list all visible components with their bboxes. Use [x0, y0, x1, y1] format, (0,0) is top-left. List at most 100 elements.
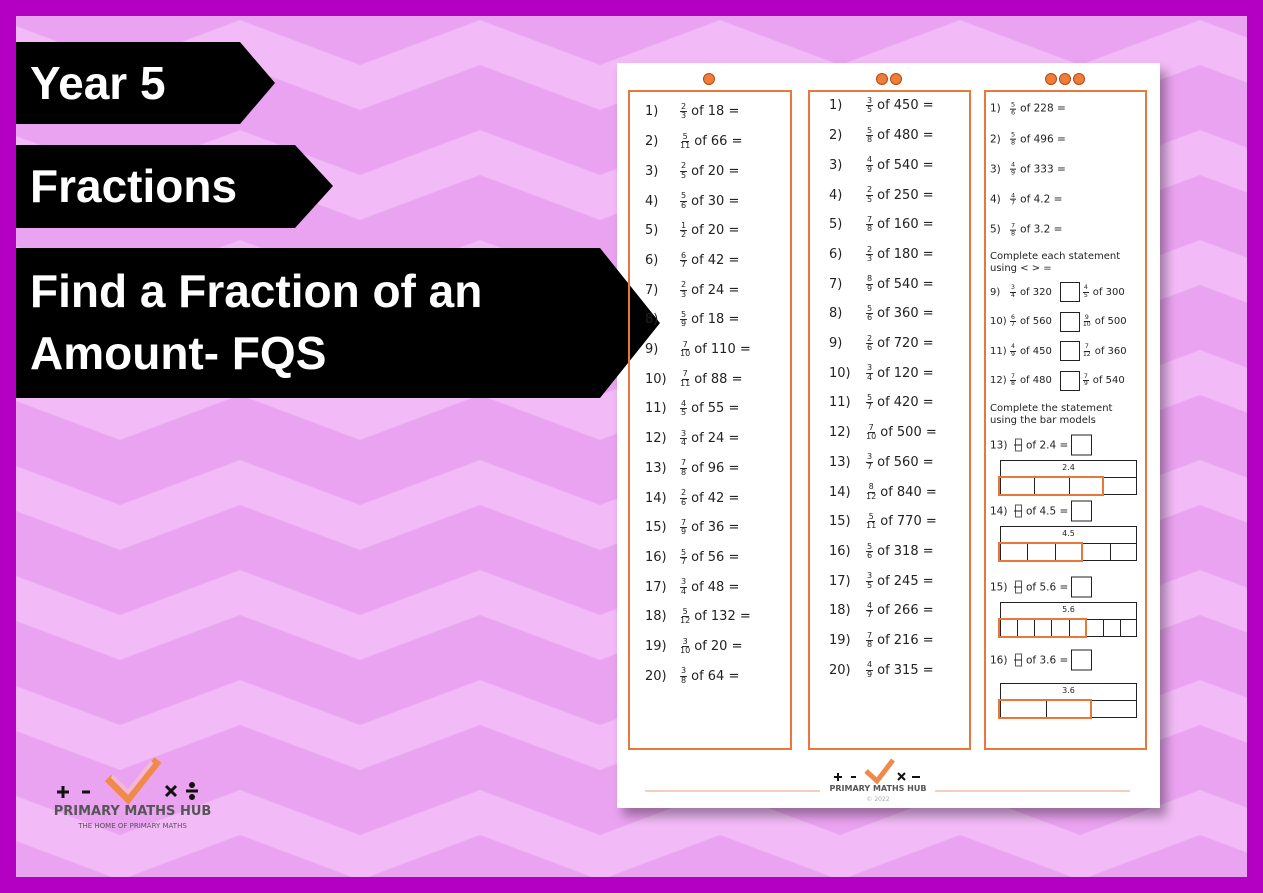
- numerator: 7: [866, 214, 874, 226]
- question-text: of 560: [1019, 316, 1052, 328]
- denominator: 3: [681, 289, 687, 299]
- blank: [1014, 504, 1022, 511]
- question: 8) 5 9 of 18 =: [645, 310, 739, 329]
- denominator: 7: [867, 402, 873, 412]
- denominator: 5: [681, 170, 687, 180]
- blank: [1014, 587, 1022, 594]
- question-number: 9): [829, 336, 843, 352]
- logo-name: PRIMARY MATHS HUB: [53, 804, 212, 819]
- numerator: 2: [866, 333, 874, 345]
- denominator: 6: [867, 313, 873, 323]
- question-number: 3): [990, 163, 1001, 176]
- question-text: of 20 =: [691, 223, 740, 239]
- question: 14) of 4.5 =: [990, 500, 1093, 522]
- question: 17) 3 4 of 48 =: [645, 577, 740, 596]
- question-text: of 180 =: [877, 247, 934, 262]
- numerator: 7: [681, 339, 689, 351]
- question: 8) 5 6 of 360 =: [829, 304, 934, 323]
- denominator: 10: [1082, 321, 1091, 329]
- question: 15) 5 11 of 770 =: [829, 511, 937, 531]
- difficulty-dot: [875, 73, 888, 85]
- fraction-line: [1014, 444, 1022, 446]
- question: 1) 5 6 of 228 =: [990, 100, 1066, 117]
- question: 10) 7 11 of 88 =: [645, 369, 742, 388]
- question: 11) 5 7 of 420 =: [829, 393, 934, 412]
- numerator: 4: [866, 600, 874, 612]
- blank-fraction: [1014, 438, 1022, 452]
- denominator: 12: [1082, 350, 1091, 358]
- numerator: 5: [1010, 100, 1017, 110]
- bar-divider: [1051, 619, 1053, 637]
- footer-name: PRIMARY MATHS HUB: [829, 784, 927, 793]
- question-text: of 20 =: [691, 163, 740, 179]
- question-number: 16): [829, 544, 851, 559]
- question-number: 12): [645, 431, 667, 447]
- question-text: of 3.2 =: [1020, 223, 1063, 236]
- box: [998, 542, 1084, 562]
- box: [808, 90, 971, 750]
- footer-copyright: © 2022: [866, 796, 890, 803]
- instruction: Complete the statement using the bar mod…: [990, 403, 1113, 426]
- fraction-line: [1014, 659, 1022, 661]
- numerator: 7: [680, 517, 688, 529]
- denominator: 9: [681, 527, 687, 537]
- question: 17) 3 5 of 245 =: [829, 571, 934, 590]
- numerator: 1: [680, 220, 688, 232]
- question-number: 17): [829, 573, 851, 589]
- question: 13) 3 7 of 560 =: [829, 452, 934, 471]
- fraction: 5 12: [680, 607, 690, 626]
- denominator: 4: [867, 372, 873, 382]
- question: 20) 3 8 of 64 =: [645, 666, 739, 685]
- bar-divider: [1068, 619, 1070, 637]
- denominator: 8: [1011, 380, 1015, 388]
- box: [998, 476, 1104, 496]
- denominator: 5: [681, 408, 687, 418]
- question-number: 3): [645, 163, 659, 179]
- question-text: of 48 =: [691, 579, 740, 595]
- denominator: 4: [681, 438, 687, 448]
- question-text: of 228 =: [1020, 103, 1066, 115]
- question-number: 13): [990, 439, 1008, 451]
- question: 12) 7 8 of 480 7 9 of 540: [990, 370, 1125, 391]
- numerator: 7: [1083, 343, 1090, 352]
- blank-fraction: [1014, 580, 1022, 594]
- question-text: of 720 =: [877, 336, 934, 352]
- question-text: of 250 =: [877, 187, 934, 203]
- denominator: 11: [680, 378, 691, 388]
- question-text: of 840 =: [880, 484, 937, 500]
- numerator: 2: [866, 244, 874, 255]
- banner-shape: [16, 42, 275, 124]
- denominator: 9: [867, 164, 873, 174]
- bar-total: 4.5: [1062, 529, 1075, 538]
- fraction: 3 10: [680, 637, 690, 656]
- denominator: 7: [867, 610, 873, 620]
- question: 2) 5 8 of 496 =: [990, 132, 1066, 147]
- numerator: 6: [1010, 313, 1016, 323]
- bar-divider: [1034, 619, 1036, 637]
- denominator: 5: [867, 580, 873, 590]
- question-text: of 36 =: [691, 520, 740, 536]
- banner-title: Year 5: [30, 57, 166, 109]
- question-number: 19): [645, 639, 667, 655]
- question-number: 11): [829, 395, 851, 411]
- bar-divider: [1034, 477, 1036, 495]
- question-number: 14): [645, 490, 667, 506]
- question-number: 19): [829, 633, 851, 649]
- question: 3) 4 9 of 333 =: [990, 162, 1066, 177]
- numerator: 5: [867, 511, 875, 523]
- numerator: 5: [866, 541, 874, 552]
- question: 4) 4 7 of 4.2 =: [990, 192, 1062, 207]
- logo-icon: [57, 757, 198, 805]
- bar-divider: [1102, 619, 1104, 637]
- question: 20) 4 9 of 315 =: [829, 660, 934, 679]
